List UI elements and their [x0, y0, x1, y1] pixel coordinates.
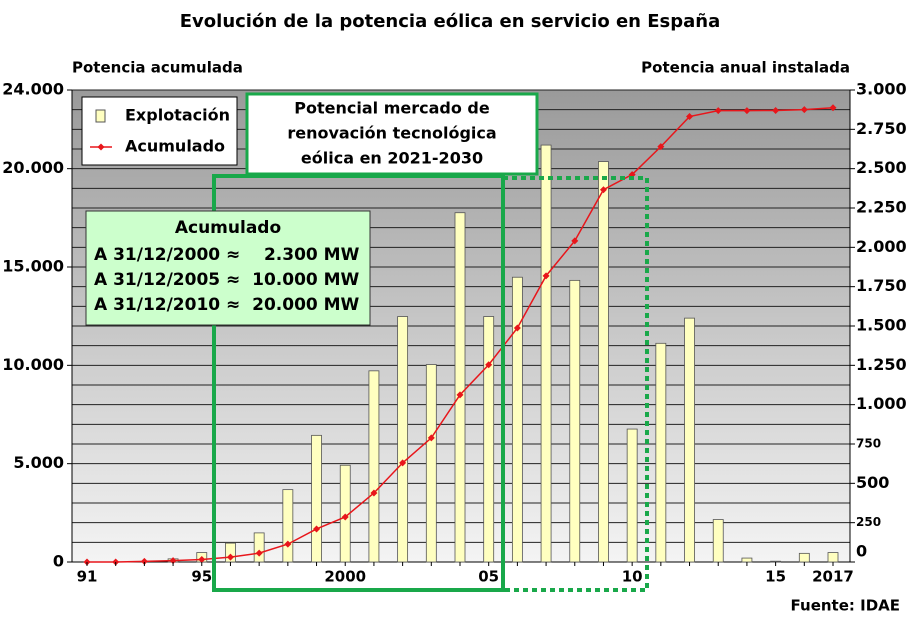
- line-marker: [714, 107, 722, 115]
- bar: [712, 519, 724, 563]
- y-tick-label: 10.000: [2, 355, 64, 374]
- y-tick-label: 20.000: [2, 158, 64, 177]
- y-tick-label: 15.000: [2, 257, 64, 276]
- line-marker: [542, 272, 550, 280]
- line-marker: [800, 106, 808, 114]
- bar: [397, 316, 409, 563]
- y2-tick-label: 500: [856, 473, 889, 492]
- line-marker: [427, 434, 435, 442]
- market-box: [245, 92, 539, 176]
- bar: [741, 557, 753, 563]
- market-text: Potencial mercado de: [294, 99, 490, 118]
- source: Fuente: IDAE: [791, 597, 900, 615]
- x-tick-label: 95: [191, 568, 212, 586]
- line-marker: [399, 459, 407, 467]
- bar: [253, 532, 265, 563]
- bar: [684, 317, 695, 563]
- y2-tick-label: 1.750: [856, 276, 907, 295]
- market-text: eólica en 2021-2030: [301, 149, 483, 168]
- x-tick-label: 2000: [324, 568, 366, 586]
- bar: [626, 428, 638, 563]
- line-marker: [255, 549, 263, 557]
- y2-tick-label: 3.000: [856, 80, 907, 99]
- line-marker: [313, 525, 321, 533]
- y2-tick-label: 2.750: [856, 119, 907, 138]
- legend-label: Acumulado: [125, 137, 225, 156]
- line-marker: [743, 107, 751, 115]
- legend-swatch: [95, 109, 106, 123]
- y2-axis-label: Potencia anual instalada: [641, 59, 850, 77]
- line-marker: [169, 557, 177, 565]
- legend-label: Explotación: [125, 106, 230, 125]
- y2-tick-label: 2.000: [856, 237, 907, 256]
- line-marker: [370, 489, 378, 497]
- y2-tick-label: 1.250: [856, 355, 907, 374]
- y2-tick-label: 2.250: [856, 198, 907, 217]
- market-text: renovación tecnológica: [287, 124, 496, 143]
- market-frame-future: [501, 176, 649, 592]
- x-tick-label: 15: [765, 568, 786, 586]
- bar: [798, 552, 810, 563]
- line-marker: [657, 143, 665, 151]
- line-marker: [772, 106, 780, 114]
- y-tick-label: 0: [53, 552, 64, 571]
- line-marker: [686, 113, 694, 121]
- y2-tick-label: 750: [856, 437, 881, 451]
- line-marker: [341, 513, 349, 521]
- line-marker: [829, 104, 837, 112]
- bar: [368, 370, 380, 563]
- cumulative-line: A 31/12/2000 ≈ 2.300 MW: [94, 245, 360, 265]
- bar: [770, 560, 782, 563]
- y2-tick-label: 2.500: [856, 158, 907, 177]
- cumulative-line: A 31/12/2010 ≈ 20.000 MW: [94, 295, 360, 315]
- bar: [311, 434, 322, 563]
- line-marker: [456, 391, 464, 399]
- bar: [540, 144, 552, 563]
- y-axis-label: Potencia acumulada: [72, 59, 243, 77]
- bar: [569, 279, 581, 563]
- bar: [454, 212, 466, 563]
- bar: [655, 342, 667, 563]
- line-marker: [571, 237, 579, 245]
- y-tick-label: 5.000: [13, 453, 64, 472]
- line-marker: [599, 186, 607, 194]
- y2-tick-label: 1.500: [856, 316, 907, 335]
- cumulative-line: A 31/12/2005 ≈ 10.000 MW: [94, 270, 360, 290]
- bar: [282, 489, 294, 563]
- y2-tick-label: 250: [856, 515, 881, 529]
- bar: [598, 161, 609, 563]
- cumulative-box: [85, 210, 371, 326]
- legend: [81, 96, 238, 166]
- market-frame: [212, 174, 505, 592]
- x-tick-label: 2017: [812, 568, 854, 586]
- x-tick-label: 10: [622, 568, 643, 586]
- legend-swatch: [97, 143, 105, 151]
- y2-tick-label: 0: [856, 542, 867, 561]
- line-marker: [140, 557, 148, 565]
- bar: [425, 364, 437, 563]
- cumulative-title: Acumulado: [175, 218, 281, 238]
- line-marker: [198, 555, 206, 563]
- line-marker: [513, 324, 521, 332]
- bar: [483, 316, 495, 563]
- chart-title: Evolución de la potencia eólica en servi…: [180, 11, 721, 32]
- line-marker: [284, 540, 292, 548]
- x-tick-label: 05: [478, 568, 499, 586]
- line-marker: [226, 553, 234, 561]
- y2-tick-label: 1.000: [856, 394, 907, 413]
- bar: [511, 276, 523, 563]
- bar: [827, 552, 839, 563]
- y-tick-label: 24.000: [2, 80, 64, 99]
- line-marker: [485, 361, 493, 369]
- x-tick-label: 91: [77, 568, 98, 586]
